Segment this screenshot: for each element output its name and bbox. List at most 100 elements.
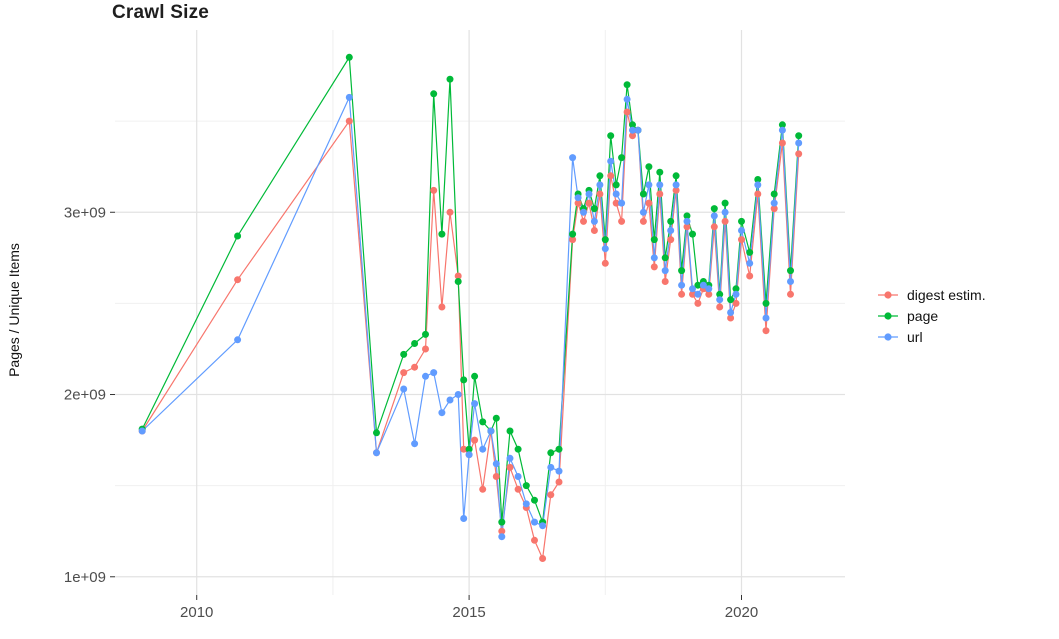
data-point — [498, 518, 506, 526]
data-point — [590, 227, 598, 234]
series-line — [141, 95, 800, 537]
data-point — [492, 473, 500, 480]
data-point — [727, 309, 735, 316]
legend-key-icon — [878, 333, 898, 341]
data-point — [514, 485, 522, 493]
data-point — [446, 75, 454, 83]
data-point — [618, 217, 626, 225]
data-point — [454, 272, 462, 280]
data-point — [438, 230, 446, 238]
data-point — [787, 278, 794, 285]
data-point — [422, 345, 429, 353]
series-line — [141, 111, 800, 561]
data-point — [596, 172, 604, 180]
data-point — [656, 181, 664, 189]
data-point — [639, 190, 647, 198]
data-point — [585, 199, 593, 207]
data-point — [465, 451, 473, 459]
plot-area: 2010 2015 2020 1e+09 2e+09 3e+09 — [64, 30, 845, 621]
data-point — [629, 126, 636, 134]
data-point — [762, 314, 770, 322]
data-point — [746, 272, 754, 280]
data-point — [672, 181, 680, 189]
data-point — [770, 199, 778, 207]
legend-key-icon — [878, 312, 898, 320]
data-point — [710, 205, 718, 213]
data-point — [689, 285, 696, 293]
data-point — [672, 172, 680, 180]
data-point — [612, 181, 620, 189]
data-point — [454, 391, 462, 398]
data-point — [438, 303, 446, 311]
data-point — [770, 205, 778, 213]
data-point — [446, 396, 454, 404]
data-point — [430, 369, 438, 377]
legend-item-digest-estim: digest estim. — [876, 287, 986, 303]
data-point — [678, 290, 686, 298]
legend-item-page: page — [876, 308, 986, 324]
data-point — [778, 139, 786, 147]
data-point — [460, 445, 468, 453]
data-point — [569, 154, 577, 162]
data-point — [754, 181, 762, 189]
data-point — [506, 463, 514, 471]
data-point — [514, 445, 522, 453]
data-point — [716, 290, 724, 298]
data-point — [345, 53, 353, 61]
data-point — [618, 154, 626, 162]
data-point — [460, 376, 468, 384]
data-point — [607, 132, 615, 140]
data-point — [345, 93, 353, 101]
data-point — [710, 212, 718, 220]
data-point — [721, 199, 729, 207]
data-point — [795, 132, 803, 140]
data-point — [738, 217, 745, 225]
data-point — [716, 303, 724, 311]
data-point — [585, 190, 593, 198]
data-point — [787, 290, 794, 298]
data-point — [639, 208, 647, 216]
data-point — [547, 491, 555, 499]
data-point — [762, 299, 770, 307]
data-point — [732, 299, 740, 307]
data-point — [678, 281, 686, 289]
data-point — [645, 163, 653, 171]
data-point — [601, 245, 609, 253]
data-point — [460, 515, 468, 522]
data-point — [547, 463, 555, 471]
legend-label: page — [907, 308, 939, 324]
data-point — [555, 445, 563, 453]
legend: digest estim. page url — [876, 287, 986, 345]
data-point — [667, 227, 675, 234]
data-point — [471, 372, 479, 380]
data-point — [539, 555, 547, 562]
data-point — [683, 223, 691, 231]
data-point — [694, 281, 702, 289]
data-point — [446, 208, 454, 216]
data-point — [612, 190, 620, 198]
data-point — [539, 522, 547, 530]
data-point — [596, 190, 604, 198]
data-point — [430, 186, 438, 194]
data-point — [492, 460, 500, 468]
data-point — [618, 199, 626, 207]
data-point — [531, 518, 538, 526]
data-point — [601, 236, 609, 244]
data-point — [547, 449, 555, 457]
data-point — [645, 181, 653, 189]
legend-item-url: url — [876, 329, 986, 345]
data-point — [531, 536, 538, 544]
data-point — [705, 285, 713, 293]
data-point — [689, 230, 696, 238]
data-point — [672, 186, 680, 194]
legend-label: url — [907, 329, 923, 345]
data-point — [721, 217, 729, 225]
data-point — [683, 212, 691, 220]
data-point — [400, 385, 408, 393]
data-point — [623, 81, 631, 89]
data-point — [555, 478, 563, 486]
data-point — [650, 236, 658, 244]
data-point — [580, 217, 587, 225]
data-point — [678, 267, 686, 275]
data-point — [400, 350, 408, 358]
